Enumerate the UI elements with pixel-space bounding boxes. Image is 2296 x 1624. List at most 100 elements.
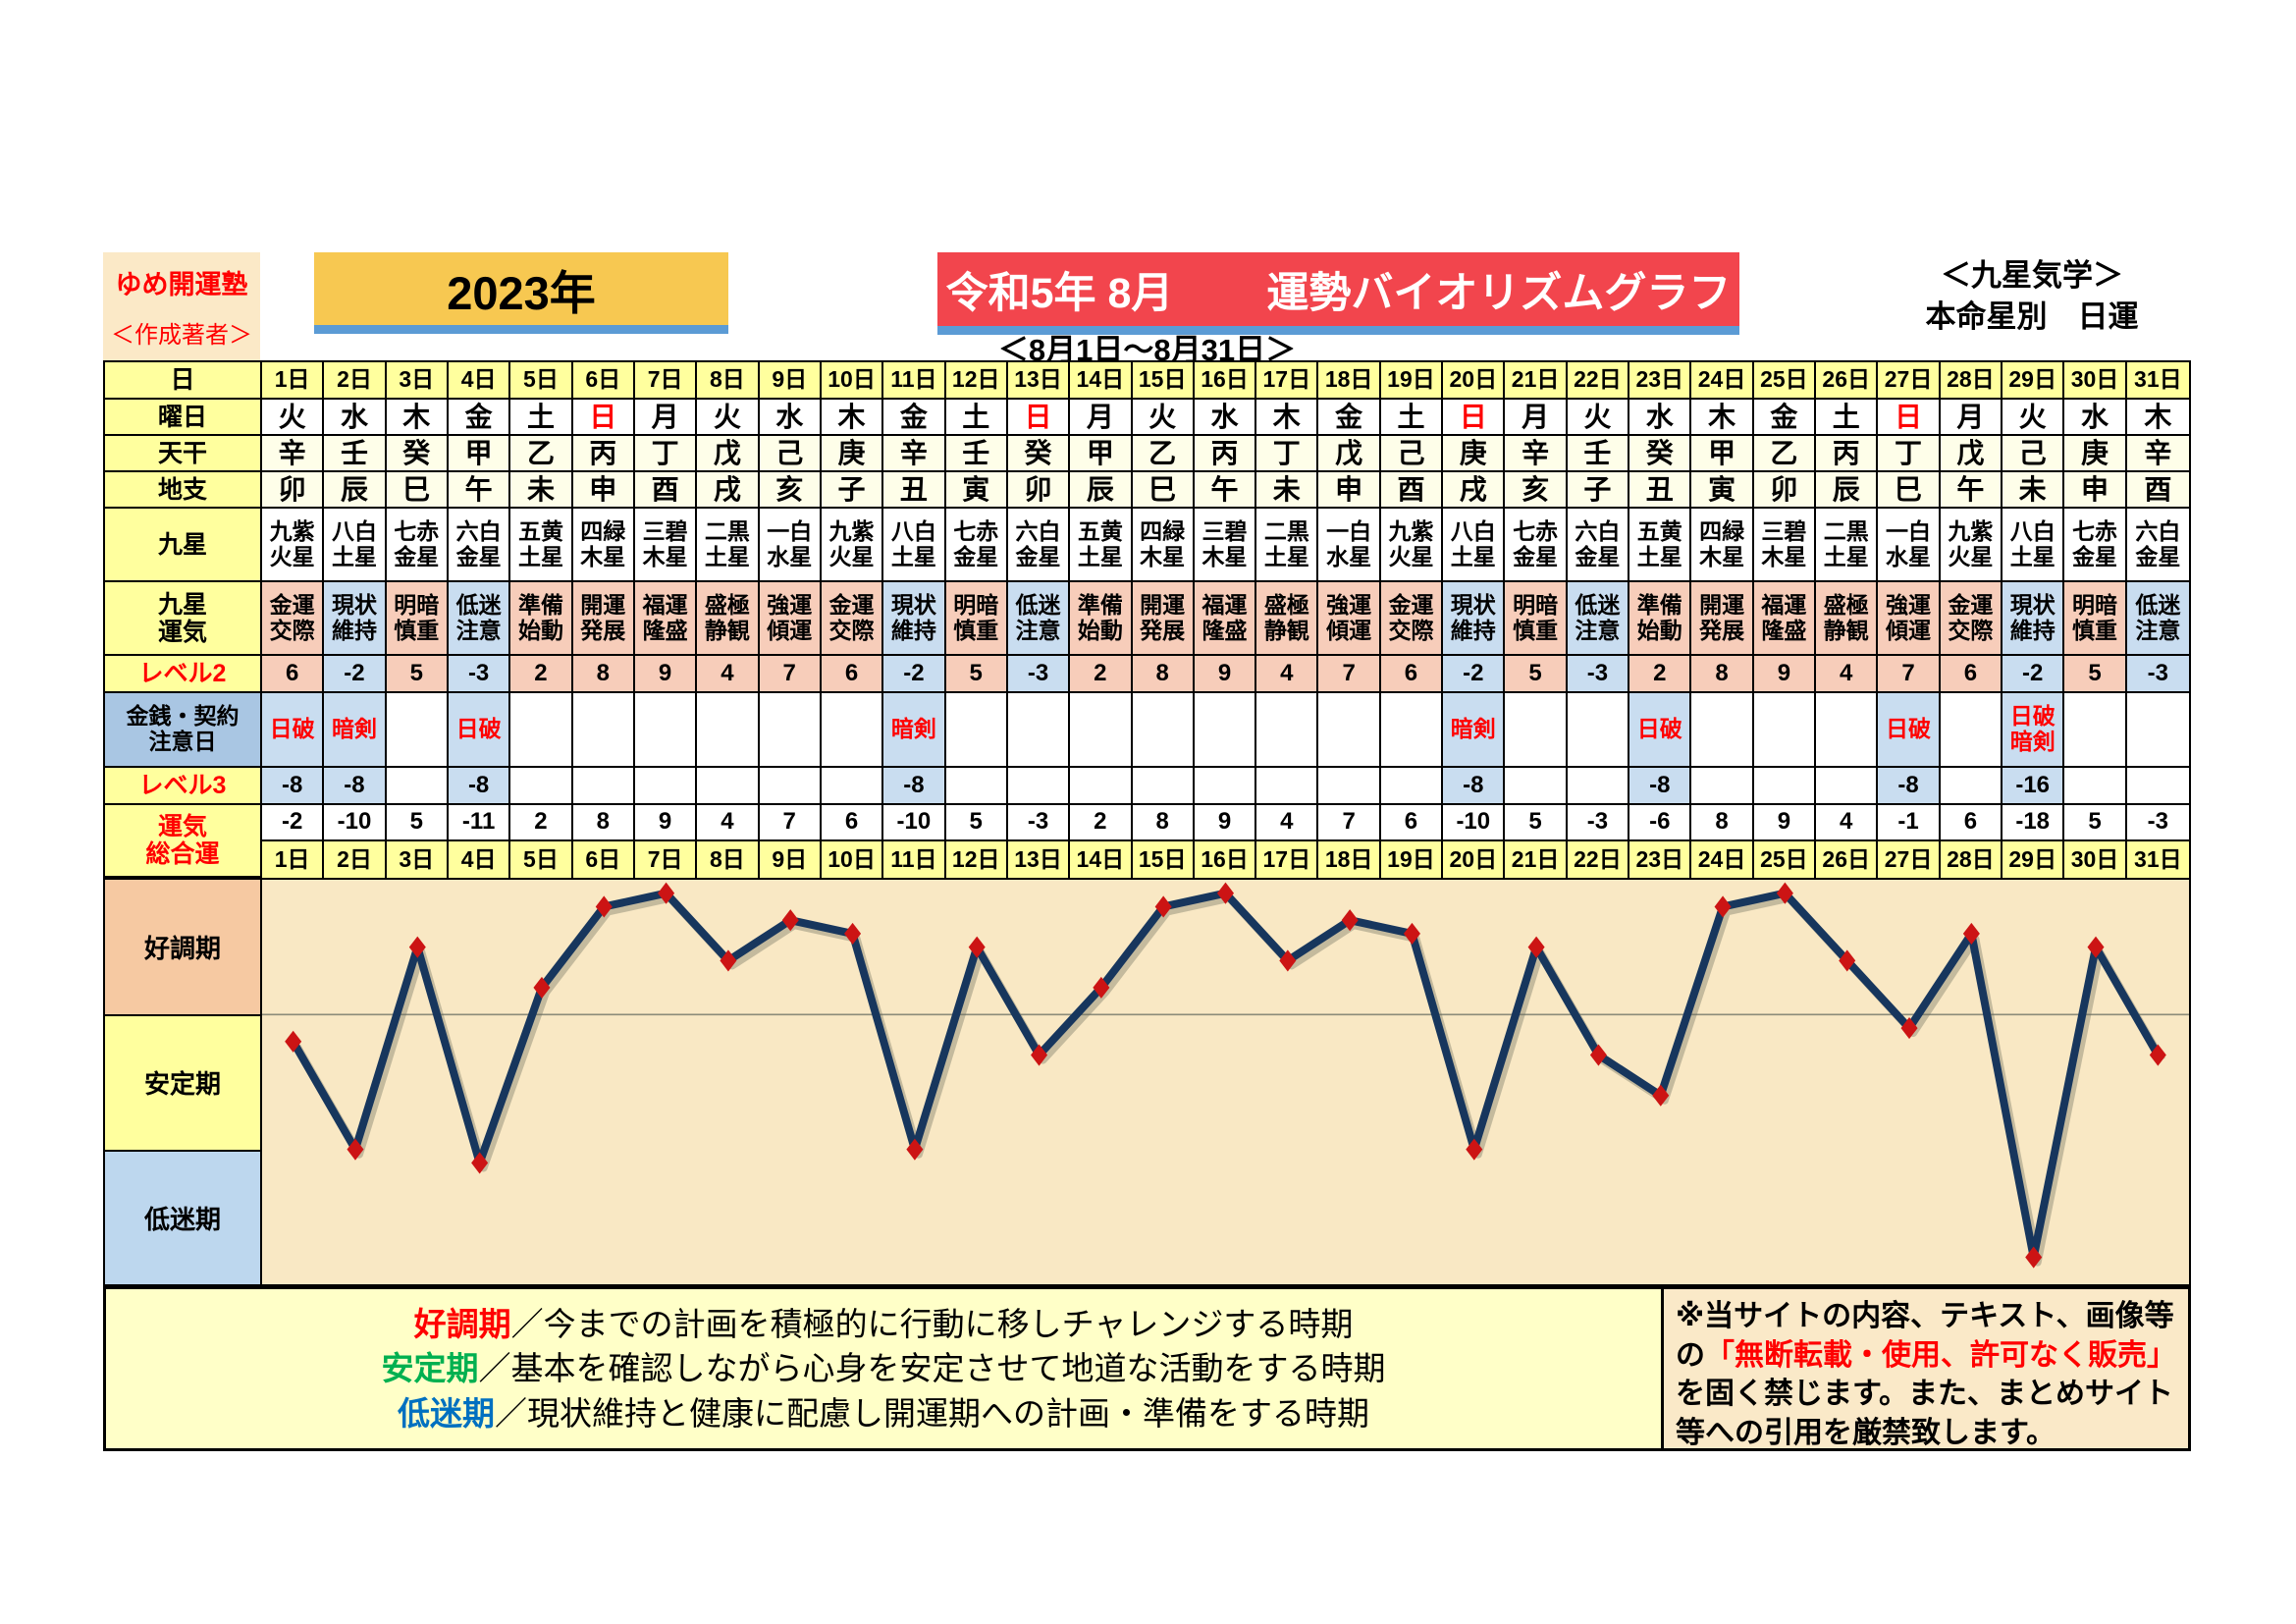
cell-level3 [634, 768, 698, 805]
cell-kyusei: 三碧 木星 [1753, 509, 1817, 582]
cell-kyusei: 九紫 火星 [1940, 509, 2003, 582]
cell-unki: 明暗 慎重 [945, 582, 1008, 656]
chart-band-labels: 好調期 安定期 低迷期 [105, 880, 262, 1284]
cell-level2: 9 [634, 656, 698, 693]
cell-total: -10 [883, 805, 946, 841]
cell-chishi: 申 [2064, 472, 2127, 509]
cell-tenkan: 丁 [1878, 436, 1941, 472]
cell-chishi: 寅 [1691, 472, 1754, 509]
cell-total: 9 [634, 805, 698, 841]
cell-level3 [1318, 768, 1381, 805]
cell-unki: 低迷 注意 [1567, 582, 1630, 656]
cell-caution: 日破 暗剣 [2002, 693, 2065, 768]
cell-day: 13日 [1007, 362, 1071, 400]
cell-kyusei: 八白 土星 [1443, 509, 1506, 582]
cell-caution [1940, 693, 2003, 768]
row-header-kyusei: 九星 [105, 509, 262, 582]
cell-tenkan: 丙 [1194, 436, 1257, 472]
cell-kyusei: 四緑 木星 [1691, 509, 1754, 582]
cell-level3: -8 [262, 768, 325, 805]
data-point-marker [1589, 1044, 1607, 1066]
cell-level3: -8 [1878, 768, 1941, 805]
cell-day: 1日 [262, 362, 325, 400]
cell-level2: 6 [1380, 656, 1444, 693]
cell-chishi: 寅 [945, 472, 1008, 509]
cell-level2: 4 [697, 656, 760, 693]
cell-tenkan: 庚 [821, 436, 884, 472]
cell-day-repeat: 27日 [1878, 841, 1941, 878]
cell-caution [1753, 693, 1817, 768]
cell-caution: 暗剣 [883, 693, 946, 768]
cell-youbi: 水 [759, 400, 822, 436]
cell-day: 9日 [759, 362, 822, 400]
cell-total: -10 [324, 805, 387, 841]
cell-chishi: 酉 [634, 472, 698, 509]
row-header-caution: 金銭・契約 注意日 [105, 693, 262, 768]
cell-day-repeat: 13日 [1007, 841, 1071, 878]
cell-unki: 開運 発展 [1132, 582, 1195, 656]
cell-caution [1318, 693, 1381, 768]
cell-day-repeat: 4日 [448, 841, 511, 878]
cell-total: -3 [1007, 805, 1071, 841]
cell-kyusei: 九紫 火星 [262, 509, 325, 582]
cell-kyusei: 六白 金星 [2126, 509, 2189, 582]
cell-day: 10日 [821, 362, 884, 400]
cell-day-repeat: 9日 [759, 841, 822, 878]
cell-day-repeat: 15日 [1132, 841, 1195, 878]
cell-day: 15日 [1132, 362, 1195, 400]
cell-caution: 暗剣 [324, 693, 387, 768]
cell-day-repeat: 8日 [697, 841, 760, 878]
cell-total: 8 [1132, 805, 1195, 841]
legend-term: 安定期 [381, 1350, 479, 1387]
cell-tenkan: 辛 [1505, 436, 1568, 472]
cell-day: 26日 [1816, 362, 1879, 400]
cell-caution [2126, 693, 2189, 768]
cell-level2: 2 [1629, 656, 1692, 693]
cell-youbi: 火 [262, 400, 325, 436]
cell-chishi: 午 [1940, 472, 2003, 509]
cell-youbi: 土 [945, 400, 1008, 436]
cell-level2: 6 [262, 656, 325, 693]
cell-chishi: 申 [1318, 472, 1381, 509]
data-point-marker [347, 1138, 364, 1161]
cell-day-repeat: 26日 [1816, 841, 1879, 878]
cell-level2: 8 [1132, 656, 1195, 693]
cell-youbi: 金 [1318, 400, 1381, 436]
cell-level2: -3 [1567, 656, 1630, 693]
cell-total: 7 [1318, 805, 1381, 841]
cell-caution [634, 693, 698, 768]
cell-level3 [1007, 768, 1071, 805]
cell-chishi: 辰 [324, 472, 387, 509]
cell-day: 17日 [1256, 362, 1319, 400]
cell-unki: 現状 維持 [2002, 582, 2065, 656]
cell-level3: -8 [324, 768, 387, 805]
data-point-marker [968, 936, 986, 958]
legend-line-3: 低迷期／現状維持と健康に配慮し開運期への計画・準備をする時期 [398, 1391, 1369, 1436]
cell-kyusei: 二黒 土星 [697, 509, 760, 582]
cell-unki: 福運 隆盛 [1753, 582, 1817, 656]
cell-level2: -2 [883, 656, 946, 693]
cell-level3 [1753, 768, 1817, 805]
data-point-marker [408, 936, 426, 958]
cell-total: 2 [1070, 805, 1133, 841]
row-header-level2: レベル2 [105, 656, 262, 693]
cell-day: 4日 [448, 362, 511, 400]
cell-day-repeat: 12日 [945, 841, 1008, 878]
cell-kyusei: 七赤 金星 [386, 509, 449, 582]
cell-total: -11 [448, 805, 511, 841]
row-header-unki: 九星 運気 [105, 582, 262, 656]
data-point-marker [1093, 976, 1110, 999]
cell-tenkan: 丁 [1256, 436, 1319, 472]
cell-level2: 2 [510, 656, 573, 693]
cell-unki: 低迷 注意 [448, 582, 511, 656]
cell-youbi: 水 [324, 400, 387, 436]
cell-youbi: 土 [510, 400, 573, 436]
cell-day-repeat: 5日 [510, 841, 573, 878]
cell-level2: 5 [2064, 656, 2127, 693]
cell-youbi: 木 [1256, 400, 1319, 436]
cell-level2: -3 [1007, 656, 1071, 693]
cell-unki: 現状 維持 [324, 582, 387, 656]
cell-tenkan: 乙 [1132, 436, 1195, 472]
cell-unki: 強運 傾運 [1878, 582, 1941, 656]
